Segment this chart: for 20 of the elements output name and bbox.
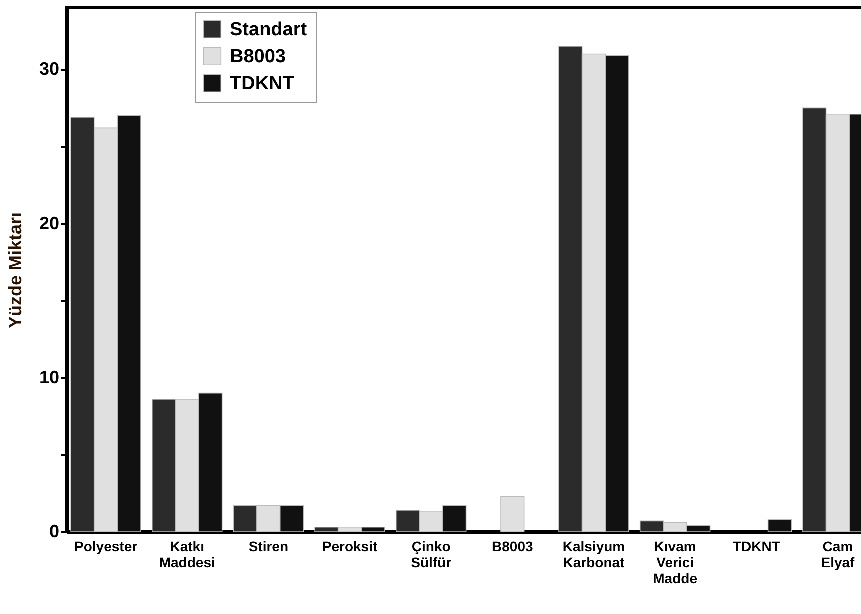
legend-label: Standart (230, 20, 308, 40)
y-tick-label: 30 (39, 59, 60, 80)
y-tick-label: 10 (39, 367, 60, 388)
bar (768, 519, 792, 532)
y-tick-label: 20 (39, 213, 60, 234)
x-tick-label: Katkı Maddesi (159, 538, 216, 570)
legend-label: B8003 (230, 46, 286, 68)
x-tick-label: Peroksit (322, 538, 378, 554)
bar (500, 496, 525, 532)
x-tick-label: Çinko Sülfür (411, 538, 452, 570)
legend-label: TDKNT (230, 74, 295, 94)
y-axis-title: Yüzde Miktarı (5, 212, 26, 329)
x-tick-label: TDKNT (732, 538, 781, 554)
x-tick-label: Kalsiyum Karbonat (562, 538, 626, 570)
x-tick-label: Kıvam Verici Madde (653, 538, 698, 586)
x-tick-label: Polyester (74, 538, 138, 554)
x-tick-label: B8003 (492, 538, 534, 554)
x-tick-label: Cam Elyaf (821, 538, 856, 570)
y-tick-label: 0 (49, 522, 60, 542)
x-tick-label: Stiren (248, 538, 289, 554)
